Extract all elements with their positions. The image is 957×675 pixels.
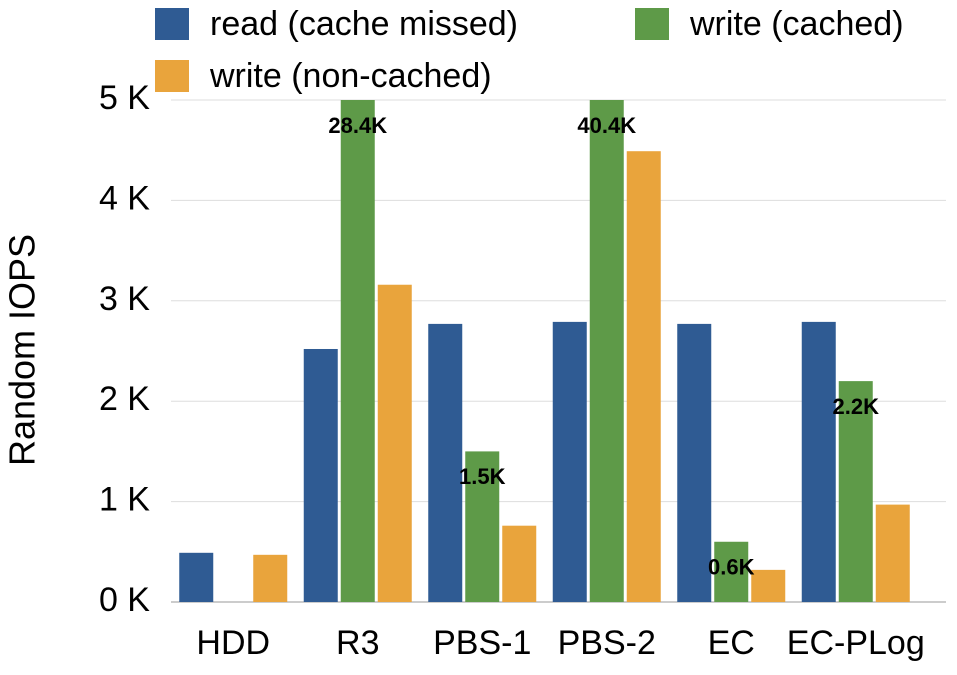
y-axis-label: Random IOPS	[2, 234, 43, 466]
legend-swatch	[155, 8, 189, 40]
bar	[801, 321, 836, 602]
bar	[751, 569, 786, 602]
value-label: 28.4K	[328, 113, 387, 138]
bar	[428, 323, 463, 602]
bar	[875, 504, 910, 602]
x-tick-label: R3	[336, 624, 379, 662]
bars	[179, 100, 910, 603]
x-tick-label: PBS-2	[558, 624, 656, 662]
y-tick-label: 4 K	[99, 179, 150, 217]
bar	[838, 381, 873, 602]
bar	[502, 525, 537, 602]
bar	[253, 554, 288, 602]
legend-label: read (cache missed)	[210, 5, 518, 43]
x-tick-label: EC	[708, 624, 755, 662]
y-tick-label: 5 K	[99, 79, 150, 117]
value-label: 0.6K	[708, 555, 755, 580]
bar	[677, 323, 712, 602]
value-label: 40.4K	[577, 113, 636, 138]
bar	[303, 348, 338, 602]
bar	[340, 100, 375, 602]
x-tick-label: HDD	[196, 624, 270, 662]
y-tick-label: 2 K	[99, 380, 150, 418]
legend-label: write (non-cached)	[209, 57, 492, 95]
bar	[626, 151, 661, 603]
bar	[714, 541, 749, 602]
y-tick-label: 0 K	[99, 581, 150, 619]
y-tick-label: 3 K	[99, 280, 150, 318]
x-tick-label: EC-PLog	[787, 624, 925, 662]
bar	[377, 284, 412, 602]
value-label: 1.5K	[459, 464, 506, 489]
bar	[589, 100, 624, 602]
x-tick-label: PBS-1	[433, 624, 531, 662]
bar	[465, 451, 500, 602]
y-tick-label: 1 K	[99, 481, 150, 519]
bar	[552, 321, 587, 602]
legend-swatch	[635, 8, 669, 40]
legend-label: write (cached)	[689, 5, 904, 43]
legend-swatch	[155, 60, 189, 92]
value-label: 2.2K	[833, 394, 880, 419]
bar	[179, 552, 214, 602]
